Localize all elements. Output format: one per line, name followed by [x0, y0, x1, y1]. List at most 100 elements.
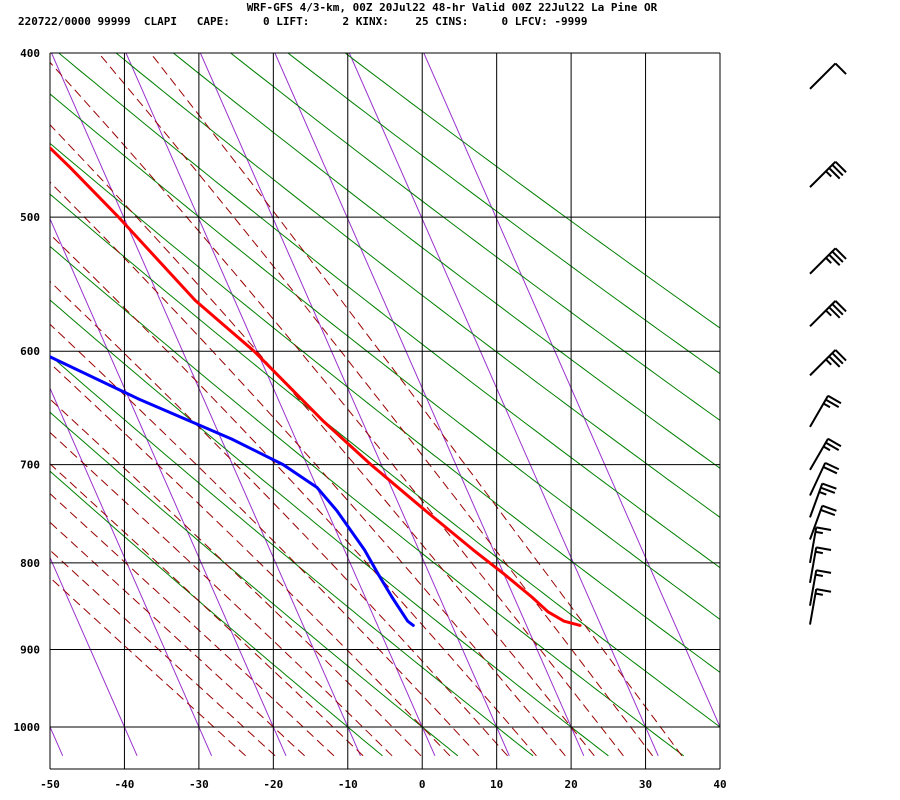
x-tick-label: -30 [189, 778, 209, 791]
chart-subtitle: 220722/0000 99999 CLAPI CAPE: 0 LIFT: 2 … [18, 15, 588, 28]
sounding-series [50, 145, 582, 627]
moist-adiabat-line [50, 280, 508, 757]
x-tick-label: 20 [564, 778, 577, 791]
dewpoint-line [50, 355, 415, 627]
dry-adiabat-line [50, 470, 383, 757]
wind-barb-flag [831, 303, 844, 316]
y-tick-label: 500 [20, 211, 40, 224]
moist-adiabat-line [98, 53, 653, 757]
wind-barb-half-flag [822, 402, 831, 409]
x-tick-label: 10 [490, 778, 503, 791]
wind-barb-flag [831, 250, 844, 263]
moist-adiabat-line [50, 549, 276, 757]
x-tick-label: 30 [639, 778, 652, 791]
wind-barb-staff [809, 349, 837, 377]
wind-barb [809, 300, 847, 328]
wind-barb-flag [828, 306, 841, 319]
wind-barb-half-flag [815, 573, 824, 577]
wind-barb [809, 437, 842, 471]
moist-adiabat-line [50, 124, 595, 757]
wind-barb-staff [809, 570, 818, 606]
wind-barb-half-flag [815, 550, 824, 555]
dry-adiabat-line [50, 142, 720, 674]
wind-barb-staff [809, 247, 837, 275]
wind-barb-half-flag [822, 445, 831, 452]
temperature-line [50, 145, 582, 627]
isotherm-line [348, 53, 659, 757]
y-tick-label: 700 [20, 459, 40, 472]
wind-barb-flag [825, 398, 840, 408]
wind-barb-flag [824, 461, 840, 471]
dry-adiabat-line [50, 93, 720, 620]
wind-barb [809, 569, 832, 606]
dry-adiabat-line [50, 193, 720, 728]
wind-barb-flag [834, 300, 847, 313]
y-tick-label: 400 [20, 47, 40, 60]
isotherm-line [125, 53, 436, 757]
wind-barb [809, 62, 847, 90]
wind-barb [809, 247, 847, 275]
wind-barb-flag [820, 486, 836, 494]
wind-barb-flag [831, 164, 844, 177]
isotherm-line [50, 387, 213, 757]
wind-barb-half-flag [825, 257, 832, 264]
wind-barb [809, 588, 832, 625]
wind-barb-staff [809, 395, 829, 428]
wind-barb-staff [809, 160, 837, 188]
wind-barb-half-flag [815, 592, 824, 596]
dry-adiabat-line [115, 53, 720, 518]
wind-barb-flag [816, 546, 832, 551]
x-tick-label: 0 [419, 778, 426, 791]
moist-adiabat-line [50, 181, 566, 757]
wind-barb-flag [816, 569, 832, 574]
dry-adiabat-line [50, 411, 459, 757]
dry-adiabat-line [287, 53, 720, 375]
wind-barb-flag [816, 588, 832, 593]
wind-barb-staff [809, 300, 837, 328]
dry-adiabat-lines [50, 53, 720, 757]
dry-adiabat-line [50, 354, 534, 757]
moist-adiabat-line [50, 431, 393, 757]
dry-adiabat-line [57, 53, 720, 569]
wind-barb-flag [831, 352, 844, 365]
moist-adiabat-line [50, 463, 364, 757]
wind-barb [809, 546, 832, 583]
isotherm-line [51, 53, 361, 757]
wind-barb [809, 482, 837, 518]
isotherm-line [50, 556, 138, 757]
y-tick-label: 1000 [14, 721, 41, 734]
axis-ticks: -50 -40 -30 -20 -10 0 10 20 30 40 400 500 600 700 800 9… [14, 47, 727, 791]
moist-adiabat-line [50, 576, 246, 757]
wind-barb-flag [827, 437, 842, 448]
y-tick-label: 900 [20, 643, 40, 656]
wind-barb [809, 160, 847, 188]
wind-barb-flag [822, 466, 838, 475]
wind-barb-staff [809, 462, 827, 496]
wind-barb-flag [828, 253, 841, 266]
wind-barb-staff [809, 62, 837, 90]
x-tick-label: -20 [263, 778, 283, 791]
dry-adiabat-line [229, 53, 720, 422]
wind-barb-staff [809, 505, 824, 540]
moist-adiabat-line [50, 61, 624, 757]
wind-barb-flag [825, 441, 840, 451]
wind-barb [809, 349, 847, 377]
wind-barb-flag [828, 355, 841, 368]
isotherm-line [274, 53, 585, 757]
wind-barb-half-flag [825, 170, 832, 178]
wind-barb-flag [834, 349, 847, 362]
wind-barb-half-flag [818, 491, 827, 496]
dry-adiabat-line [172, 53, 720, 469]
x-tick-label: 40 [713, 778, 726, 791]
wind-barb-flag [834, 62, 847, 75]
moist-adiabat-line [50, 398, 422, 757]
wind-barb-flag [834, 247, 847, 260]
wind-barb-staff [809, 588, 818, 625]
x-tick-label: -10 [338, 778, 358, 791]
x-tick-label: -50 [40, 778, 60, 791]
isotherm-lines [50, 53, 720, 757]
dry-adiabat-line [50, 245, 684, 757]
wind-barb [809, 504, 837, 540]
wind-barb-flag [820, 508, 836, 516]
